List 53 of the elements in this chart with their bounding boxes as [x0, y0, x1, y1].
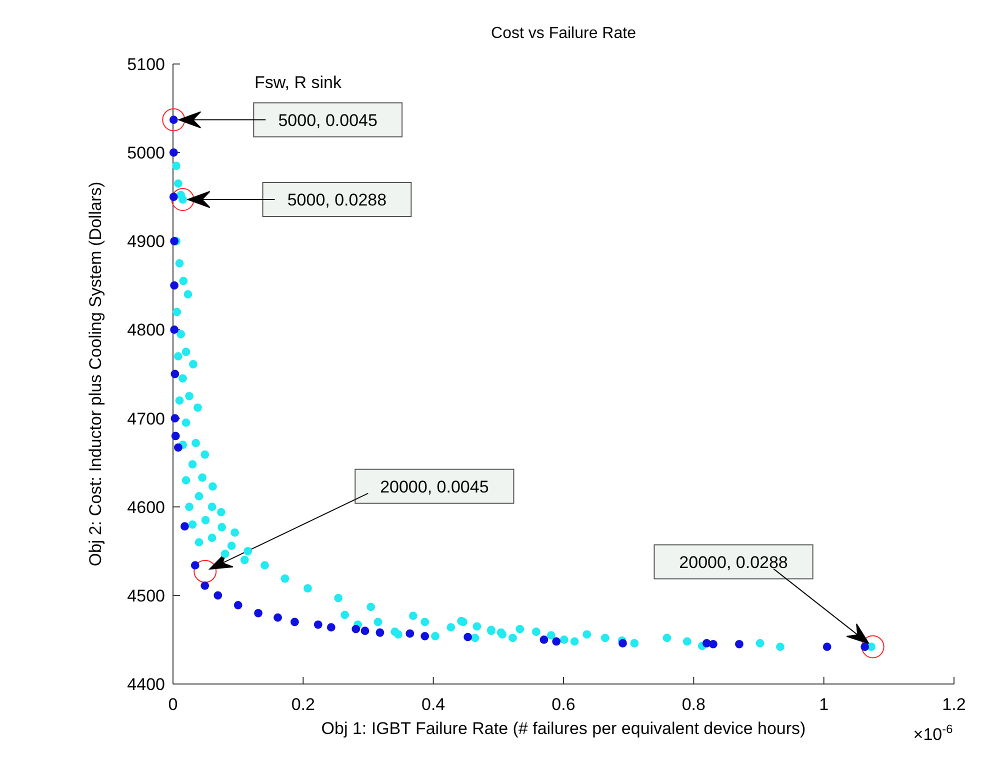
point	[274, 613, 282, 622]
point	[170, 326, 178, 334]
y-tick-label: 4600	[127, 498, 165, 517]
x-tick-label: 0.2	[291, 695, 315, 714]
y-tick-label: 4700	[127, 409, 165, 428]
point	[214, 591, 222, 600]
chart-title: Cost vs Failure Rate	[491, 25, 636, 42]
x-tick-label: 1	[819, 695, 829, 714]
x-tick-label: 1.2	[942, 695, 966, 714]
point	[735, 640, 744, 648]
point	[170, 281, 178, 290]
y-tick-label: 4800	[127, 320, 165, 340]
y-tick-label: 4400	[127, 675, 165, 694]
point	[170, 370, 180, 378]
point	[326, 623, 336, 632]
point	[552, 637, 561, 646]
text: ×10$^{-6}$	[913, 722, 954, 744]
x-tick-label: 0.8	[682, 695, 706, 714]
x-axis-title: Obj 1: IGBT Failure Rate (# failures per equivalent device hours)	[321, 719, 806, 738]
point	[464, 632, 472, 642]
point	[314, 620, 322, 629]
point	[540, 636, 548, 644]
point	[234, 600, 242, 610]
y-tick-label: 4500	[127, 586, 165, 606]
point	[190, 561, 200, 570]
x-tick-label: 0	[168, 695, 178, 714]
point	[376, 628, 384, 637]
point	[360, 626, 370, 636]
annotation: 20000, 0.0045	[380, 477, 489, 496]
point	[290, 618, 299, 626]
point	[618, 639, 627, 648]
point	[406, 629, 414, 638]
y-axis-title: Obj 2: Cost: Inductor plus Cooling System (Dollars)	[86, 182, 105, 566]
point	[170, 414, 180, 422]
annotation: Fsw, R sink	[254, 73, 342, 92]
annotation: 5000, 0.0288	[287, 190, 387, 210]
point	[169, 192, 178, 202]
point	[180, 522, 189, 531]
point	[169, 148, 178, 157]
y-tick-label: 5100	[127, 55, 165, 74]
annotation: 5000, 0.0045	[278, 110, 378, 130]
point	[171, 432, 180, 440]
y-tick-label: 5000	[127, 144, 165, 163]
point	[254, 608, 262, 618]
point	[200, 581, 210, 590]
point	[822, 642, 832, 651]
point	[420, 632, 430, 640]
y-tick-label: 4900	[127, 232, 165, 252]
point	[708, 640, 718, 648]
x-tick-label: 0.6	[552, 695, 576, 714]
annotation: 20000, 0.0288	[679, 552, 788, 572]
point	[860, 642, 870, 651]
x-tick-label: 0.4	[422, 695, 446, 714]
